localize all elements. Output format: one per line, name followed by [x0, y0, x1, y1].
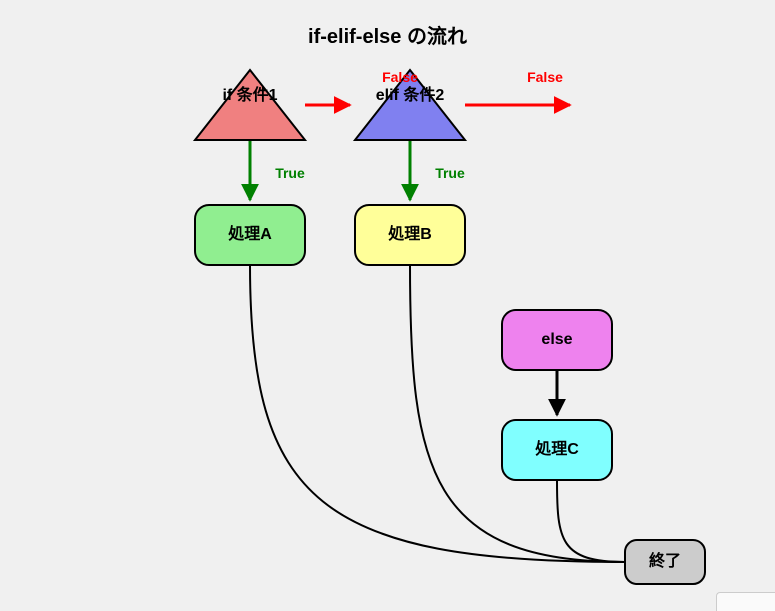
edge-label-if-true: True [275, 165, 305, 181]
proc_b-label: 処理B [388, 224, 432, 243]
bottom-tab [716, 592, 775, 611]
end-label: 終了 [649, 551, 681, 570]
edge-label-if-false: False [382, 69, 418, 85]
elif_cond-label: elif 条件2 [376, 85, 445, 104]
edge-label-elif-false: False [527, 69, 563, 85]
flowchart-canvas: if 条件1 elif 条件2 処理A 処理B else 処理C 終了 True True Fa… [0, 0, 775, 611]
nodes-group: if 条件1 elif 条件2 処理A 処理B else 処理C 終了 [195, 70, 705, 584]
edge-label-elif-true: True [435, 165, 465, 181]
else_node-label: else [541, 331, 572, 348]
if_cond-label: if 条件1 [222, 85, 277, 104]
proc_a-label: 処理A [228, 224, 272, 243]
if_cond-node [195, 70, 305, 140]
proc_c-label: 処理C [535, 439, 579, 458]
edge-c-to-end [557, 480, 625, 562]
